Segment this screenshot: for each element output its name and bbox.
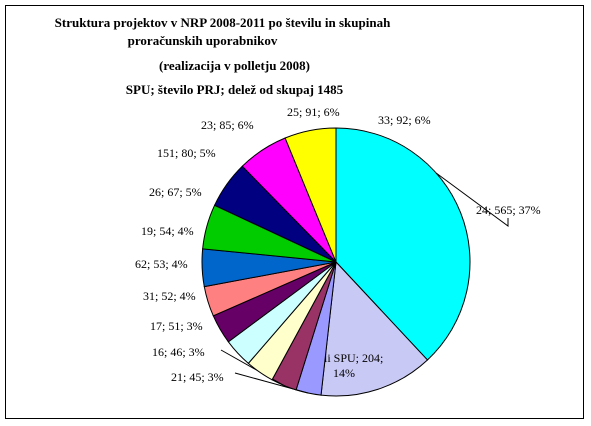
slice-label: 21; 45; 3%: [171, 370, 224, 384]
pie-slice: [284, 127, 337, 263]
slice-label: 19; 54; 4%: [141, 224, 194, 238]
chart-subtitle: (realizacija v polletju 2008): [158, 58, 311, 73]
chart-caption: SPU; število PRJ; delež od skupaj 1485: [125, 82, 344, 97]
slice-label: 33; 92; 6%: [378, 113, 431, 127]
slice-label: 62; 53; 4%: [135, 257, 188, 271]
pie-slice: [320, 260, 429, 397]
label-leader-line: [220, 349, 285, 386]
slice-label: 24; 565; 37%: [476, 203, 541, 217]
slice-label: 151; 80; 5%: [157, 146, 216, 160]
slice-label: 31; 52; 4%: [143, 289, 196, 303]
chart-title-line-2: proračunskih uporabnikov: [127, 33, 278, 48]
pie-slice: [335, 127, 471, 361]
slice-label: 26; 67; 5%: [149, 185, 202, 199]
slice-label: 16; 46; 3%: [152, 345, 205, 359]
label-leader-line: [436, 172, 509, 227]
slice-label: 23; 85; 6%: [201, 118, 254, 132]
slice-label: 25; 91; 6%: [287, 105, 340, 119]
chart-title: Struktura projektov v NRP 2008-2011 po š…: [54, 15, 391, 30]
slice-label: 17; 51; 3%: [150, 319, 203, 333]
